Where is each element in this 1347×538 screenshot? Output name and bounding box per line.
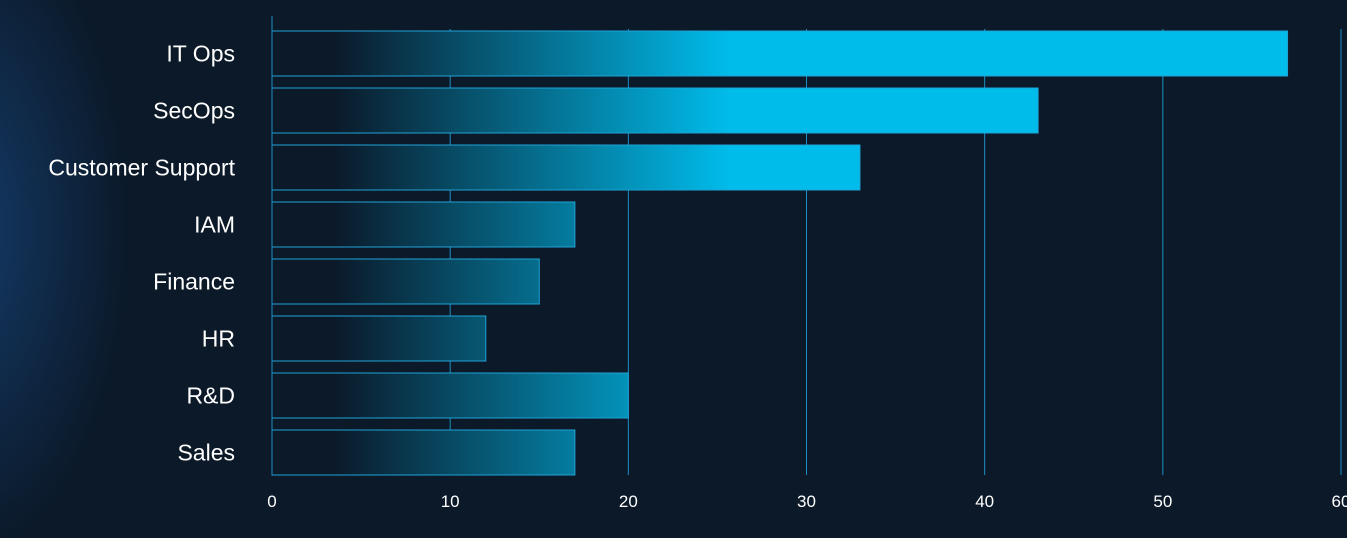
category-label: IT Ops: [166, 41, 235, 67]
bars: [271, 30, 1289, 476]
x-tick-label: 30: [797, 492, 816, 511]
bar-it-ops: [271, 30, 1289, 77]
category-label: Finance: [153, 269, 235, 295]
category-label: HR: [202, 326, 235, 352]
category-label: SecOps: [153, 98, 235, 124]
bar-iam: [271, 201, 576, 248]
labels: IT Ops SecOps Customer Support IAM Finance HR…: [48, 41, 1347, 512]
x-tick-label: 20: [619, 492, 638, 511]
category-label: Customer Support: [48, 155, 235, 181]
bar-customer-support: [271, 144, 861, 191]
x-tick-label: 40: [975, 492, 994, 511]
x-tick-label: 10: [441, 492, 460, 511]
bar-sales: [271, 429, 576, 476]
x-tick-label: 50: [1153, 492, 1172, 511]
category-label: R&D: [186, 383, 235, 409]
bar-hr: [271, 315, 487, 362]
category-label: Sales: [177, 440, 235, 466]
bar-secops: [271, 87, 1039, 134]
bar-finance: [271, 258, 540, 305]
category-label: IAM: [194, 212, 235, 238]
x-tick-label: 60: [1332, 492, 1347, 511]
bar-r-d: [271, 372, 629, 419]
x-tick-label: 0: [267, 492, 276, 511]
